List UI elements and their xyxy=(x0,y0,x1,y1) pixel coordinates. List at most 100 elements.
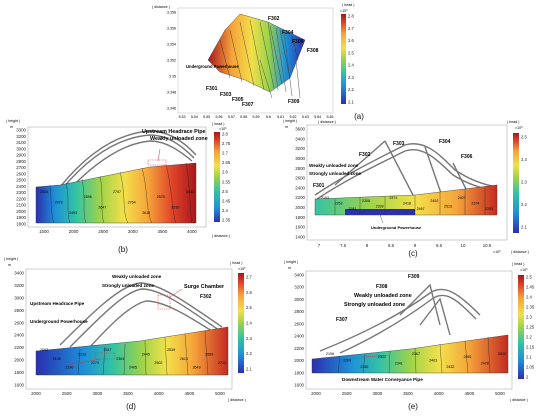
y-tick: 2500 xyxy=(16,178,26,183)
y-tick: 2700 xyxy=(16,165,26,170)
y-tick: 3100 xyxy=(16,140,26,145)
x-tick: 4000 xyxy=(434,391,444,396)
x-tick: 5000 xyxy=(215,391,225,396)
colorbar-tick: 2.2 xyxy=(348,87,354,92)
label-f304: F304 xyxy=(282,30,294,36)
panel-d-field xyxy=(35,326,229,376)
contour-value: 2371 xyxy=(389,196,397,200)
x-tick: 5.55 xyxy=(203,115,210,119)
contour-labels: 2533 2473 2493 2596 2647 2707 2764 2618 2570 2510… xyxy=(40,190,194,215)
contour-value: 2492 xyxy=(430,199,438,203)
colorbar xyxy=(518,275,524,379)
y-unit: m xyxy=(285,125,288,129)
y-ticks: 3400 3200 3000 2800 2600 2400 2200 2000 1800 1600 xyxy=(14,271,24,388)
label-f309: F309 xyxy=(408,274,420,280)
x-exp: ×10³ xyxy=(493,250,501,254)
colorbar-tick: 2.75 xyxy=(222,141,231,146)
contour-value: 2432 xyxy=(446,365,454,369)
y-tick: 3600 xyxy=(295,127,305,132)
contour-value: 2451 xyxy=(464,355,472,359)
y-axis-title: ( height ) xyxy=(4,257,18,261)
label-f303: F303 xyxy=(393,141,405,147)
y-tick: 2600 xyxy=(294,321,304,326)
x-tick: 5.65 xyxy=(327,115,334,119)
y-ticks: 3400 3200 3000 2800 2600 2400 2200 2000 1800 1600 xyxy=(294,273,304,388)
y-tick: 2800 xyxy=(294,309,304,314)
panel-e: ( height ) m F309 F308 Weakly unloaded z… xyxy=(280,255,550,413)
y-unit: m xyxy=(288,266,291,270)
y-tick: 2200 xyxy=(16,196,26,201)
x-tick: 1500 xyxy=(39,229,49,234)
x-ticks: 1500 2000 2500 3000 3500 4000 xyxy=(39,229,197,234)
pipe-leader xyxy=(157,148,161,162)
contour-value: 2367 xyxy=(412,352,420,356)
y-tick: 2600 xyxy=(295,176,305,181)
colorbar-tick: 2.6 xyxy=(348,38,354,43)
colorbar-tick: 2.4 xyxy=(348,63,354,68)
contour-value: 2493 xyxy=(69,211,77,215)
x-tick: 8 xyxy=(366,243,369,248)
contour-value: 2513 xyxy=(444,204,452,208)
panel-b-field xyxy=(35,162,197,224)
colorbar-tick: 2.3 xyxy=(348,75,354,80)
panel-e-plot: ( height ) m F309 F308 Weakly unloaded z… xyxy=(284,260,535,402)
colorbar-title: ( head ) xyxy=(212,122,224,126)
colorbar-tick: 2.3 xyxy=(521,180,527,185)
contour-value: 2618 xyxy=(142,211,150,215)
terrain-lines xyxy=(319,283,481,354)
colorbar-tick: 2 xyxy=(526,375,529,380)
label-powerhouse: Underground Powerhouse xyxy=(186,64,239,69)
label-strong: Strongly unloaded zone xyxy=(344,302,405,308)
surge-marker xyxy=(157,294,171,310)
y-tick: 2800 xyxy=(16,159,26,164)
x-tick: 5.63 xyxy=(302,115,309,119)
colorbar-exp: ×10³ xyxy=(515,126,523,130)
y-tick: 2400 xyxy=(16,184,26,189)
contour-value: 2281 xyxy=(348,207,356,211)
panel-c: ( height ) m F302 F303 F304 F306 Weakly … xyxy=(275,115,550,260)
y-tick: 3000 xyxy=(16,146,26,151)
contour-labels: 2153 2252 2281 2308 2339 2371 2418 2467 2492 2513… xyxy=(321,196,493,211)
panel-b-plot: ( height ) m Upstream Headrace Pipe Weak… xyxy=(6,119,231,238)
contour-value: 2341 xyxy=(395,362,403,366)
contour-value: 2689 xyxy=(205,352,213,356)
contour-value: 2265 xyxy=(360,365,368,369)
x-axis-title: ( distance ) xyxy=(212,234,230,238)
colorbar-tick: 2.4 xyxy=(222,208,228,213)
y-tick: 3.35 xyxy=(169,75,176,79)
x-tick: 3000 xyxy=(372,391,382,396)
contour-value: 2418 xyxy=(403,202,411,206)
x-tick: 2000 xyxy=(69,229,79,234)
label-powerhouse: Underground Powerhouse xyxy=(30,319,88,324)
x-tick: 5.58 xyxy=(240,115,247,119)
y-tick: 1400 xyxy=(295,235,305,240)
contour-value: 2308 xyxy=(362,199,370,203)
contour-value: 2467 xyxy=(417,207,425,211)
y-tick: 2800 xyxy=(295,166,305,171)
contour-value: 2209 xyxy=(343,358,351,362)
y-ticks: 3.358 3.356 3.354 3.352 3.35 3.348 3.346 xyxy=(167,11,176,111)
label-f302: F302 xyxy=(200,294,212,300)
y-tick: 2000 xyxy=(16,209,26,214)
pipe-leader xyxy=(69,358,101,366)
x-tick: 5000 xyxy=(495,391,505,396)
y-tick: 2800 xyxy=(14,308,24,313)
colorbar-ticks: 2.8 2.75 2.7 2.65 2.6 2.55 2.5 2.45 2.4 2.35 xyxy=(222,132,231,223)
y-tick: 3.354 xyxy=(167,43,176,47)
y-tick: 3.358 xyxy=(167,11,176,15)
y-axis-title: ( height ) xyxy=(283,119,297,123)
label-f302: F302 xyxy=(268,16,280,22)
y-tick: 1600 xyxy=(14,383,24,388)
colorbar-tick: 2.7 xyxy=(348,26,354,31)
terrain-lines xyxy=(59,130,197,192)
colorbar-ticks: 2.5 2.4 2.3 2.2 2.1 xyxy=(521,135,527,230)
x-tick: 9 xyxy=(414,243,417,248)
x-ticks: 7 7.5 8 8.5 9 9.5 10 10.5 xyxy=(318,243,492,248)
colorbar-tick: 2.35 xyxy=(526,305,535,310)
y-tick: 3400 xyxy=(14,271,24,276)
x-tick: 7 xyxy=(318,243,321,248)
label-f308: F308 xyxy=(307,48,319,54)
y-tick: 3200 xyxy=(16,134,26,139)
label-f305: F305 xyxy=(232,97,244,103)
annotation-zone: Weakly unloaded zone xyxy=(150,136,208,142)
